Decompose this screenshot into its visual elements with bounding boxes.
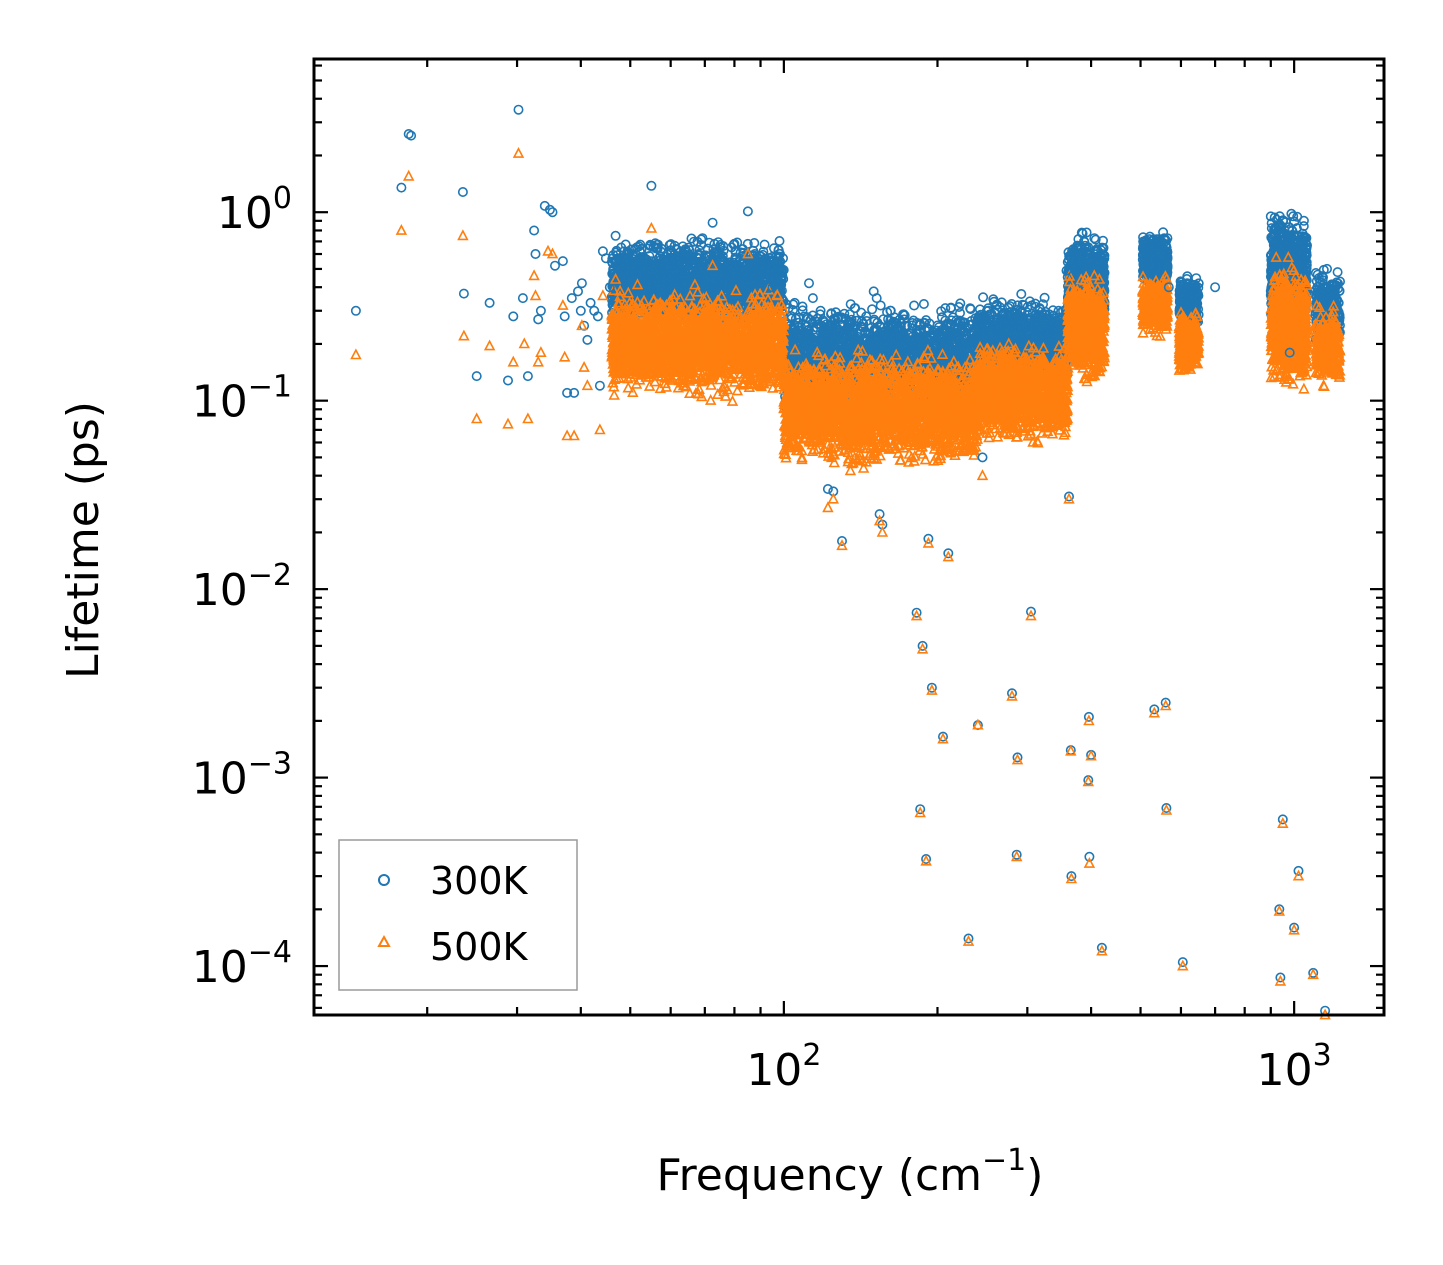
band-point-300k <box>697 233 708 244</box>
band-point-300k <box>749 238 760 249</box>
dense-data-bands <box>606 208 1346 476</box>
